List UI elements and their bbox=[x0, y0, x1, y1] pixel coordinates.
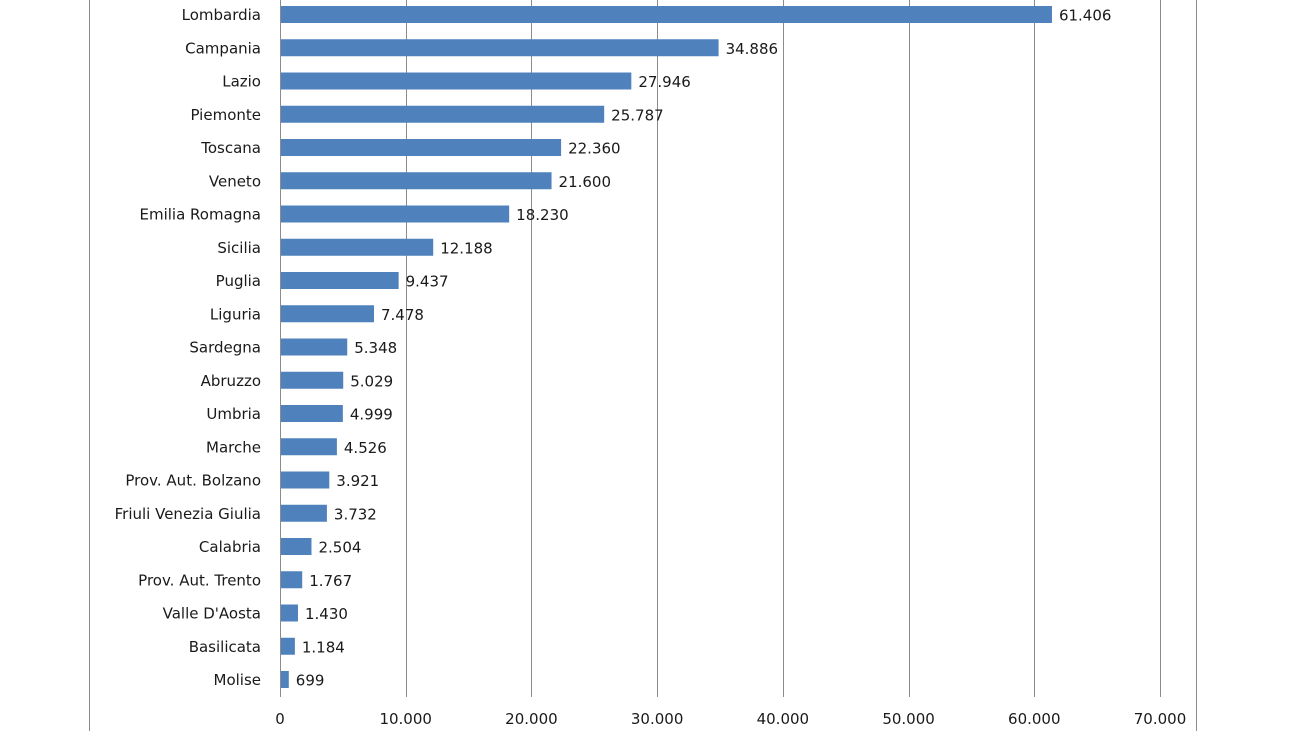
category-label: Campania bbox=[185, 39, 261, 57]
category-label: Sicilia bbox=[217, 239, 261, 257]
category-label: Emilia Romagna bbox=[139, 206, 261, 224]
value-label: 61.406 bbox=[1059, 7, 1112, 25]
bar bbox=[281, 272, 399, 289]
category-label: Abruzzo bbox=[201, 372, 261, 390]
bar bbox=[281, 238, 434, 256]
category-label: Toscana bbox=[200, 139, 261, 157]
bar bbox=[281, 139, 562, 156]
value-label: 27.946 bbox=[638, 73, 691, 91]
category-label: Sardegna bbox=[189, 339, 261, 357]
bar bbox=[281, 405, 343, 422]
bar bbox=[281, 338, 348, 356]
bar bbox=[281, 637, 295, 655]
x-tick-label: 0 bbox=[275, 710, 285, 728]
value-label: 5.348 bbox=[354, 339, 397, 357]
value-label: 4.999 bbox=[350, 406, 393, 424]
category-label: Piemonte bbox=[190, 106, 261, 124]
bar bbox=[281, 571, 303, 589]
value-label: 5.029 bbox=[350, 372, 393, 390]
chart-frame-border bbox=[89, 0, 1197, 735]
bar bbox=[281, 604, 298, 622]
value-label: 3.732 bbox=[334, 505, 377, 523]
category-label: Calabria bbox=[199, 538, 261, 556]
bar bbox=[281, 6, 1052, 23]
value-label: 7.478 bbox=[381, 306, 424, 324]
category-label: Lombardia bbox=[182, 6, 261, 24]
category-label: Valle D'Aosta bbox=[163, 605, 261, 623]
bar bbox=[281, 471, 330, 489]
x-tick-label: 10.000 bbox=[379, 710, 432, 728]
bar bbox=[281, 305, 375, 323]
bars bbox=[281, 6, 1052, 688]
category-label: Puglia bbox=[216, 272, 261, 290]
x-tick-label: 70.000 bbox=[1134, 710, 1187, 728]
category-label: Marche bbox=[206, 438, 261, 456]
value-label: 21.600 bbox=[559, 173, 612, 191]
category-label: Lazio bbox=[222, 73, 261, 91]
gridlines bbox=[280, 0, 1161, 697]
value-label: 1.184 bbox=[302, 638, 345, 656]
x-tick-labels: 0 10.000 20.000 30.000 40.000 50.000 60.000 70.… bbox=[275, 710, 1186, 728]
x-tick-label: 50.000 bbox=[882, 710, 935, 728]
x-tick-label: 60.000 bbox=[1008, 710, 1061, 728]
bar bbox=[281, 205, 510, 223]
x-tick-label: 20.000 bbox=[505, 710, 558, 728]
bar bbox=[281, 538, 312, 555]
value-label: 18.230 bbox=[516, 206, 569, 224]
bar bbox=[281, 438, 337, 456]
bar bbox=[281, 504, 327, 522]
bar bbox=[281, 105, 605, 123]
category-label: Molise bbox=[214, 671, 262, 689]
bar bbox=[281, 671, 289, 688]
value-label: 34.886 bbox=[726, 40, 779, 58]
value-label: 9.437 bbox=[406, 273, 449, 291]
category-label: Umbria bbox=[206, 405, 261, 423]
category-label: Prov. Aut. Bolzano bbox=[125, 472, 261, 490]
value-labels: 61.406 34.886 27.946 25.787 22.360 21.600 18.2… bbox=[296, 7, 1112, 690]
category-label: Veneto bbox=[209, 172, 261, 190]
bar bbox=[281, 371, 344, 389]
bar bbox=[281, 39, 719, 57]
value-label: 22.360 bbox=[568, 140, 621, 158]
value-label: 4.526 bbox=[344, 439, 387, 457]
x-tick-label: 30.000 bbox=[631, 710, 684, 728]
value-label: 2.504 bbox=[318, 539, 361, 557]
category-label: Liguria bbox=[210, 305, 261, 323]
value-label: 3.921 bbox=[336, 472, 379, 490]
bar bbox=[281, 72, 632, 90]
value-label: 25.787 bbox=[611, 106, 664, 124]
value-label: 12.188 bbox=[440, 239, 493, 257]
value-label: 1.767 bbox=[309, 572, 352, 590]
x-tick-label: 40.000 bbox=[757, 710, 810, 728]
category-label: Prov. Aut. Trento bbox=[138, 571, 261, 589]
category-label: Basilicata bbox=[189, 638, 261, 656]
category-labels: Lombardia Campania Lazio Piemonte Toscana Ven… bbox=[115, 6, 261, 689]
value-label: 699 bbox=[296, 672, 325, 690]
value-label: 1.430 bbox=[305, 605, 348, 623]
bar bbox=[281, 172, 552, 190]
category-label: Friuli Venezia Giulia bbox=[115, 505, 261, 523]
